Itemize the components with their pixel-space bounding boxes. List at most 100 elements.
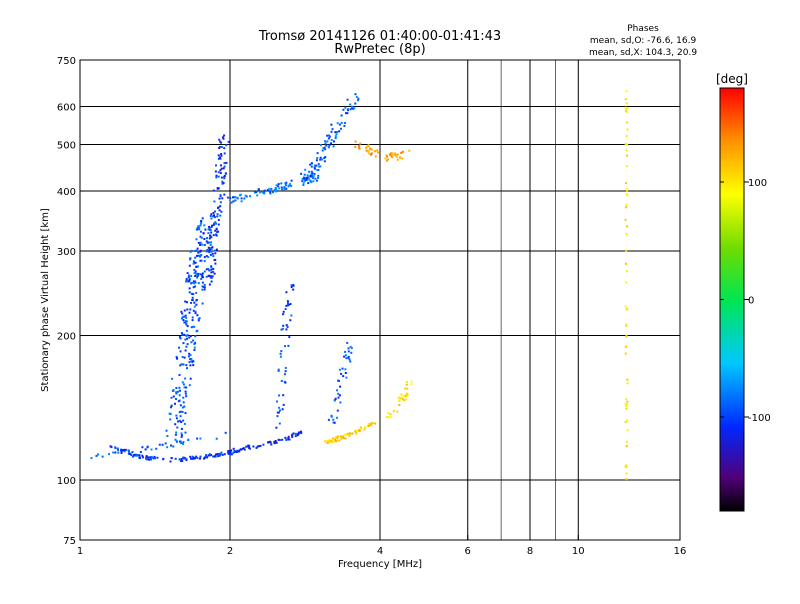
data-point bbox=[199, 437, 202, 440]
data-point bbox=[203, 270, 206, 273]
trace bbox=[228, 430, 303, 454]
data-point bbox=[181, 460, 184, 463]
data-point bbox=[215, 228, 218, 231]
data-point bbox=[142, 456, 144, 459]
data-point bbox=[625, 90, 628, 93]
data-point bbox=[400, 151, 403, 154]
data-point bbox=[201, 281, 204, 284]
data-point bbox=[185, 334, 188, 337]
data-point bbox=[285, 187, 288, 190]
data-point bbox=[192, 280, 195, 283]
data-point bbox=[350, 351, 353, 354]
data-point bbox=[166, 435, 169, 437]
data-point bbox=[188, 287, 191, 290]
data-point bbox=[184, 338, 187, 341]
data-point bbox=[400, 396, 403, 399]
data-point bbox=[101, 455, 104, 458]
data-point bbox=[192, 286, 195, 289]
data-point bbox=[117, 451, 120, 454]
data-point bbox=[408, 149, 411, 152]
data-point bbox=[217, 223, 220, 226]
data-point bbox=[279, 355, 282, 358]
data-point bbox=[200, 236, 203, 239]
data-point bbox=[218, 145, 221, 148]
data-point bbox=[268, 187, 271, 190]
data-point bbox=[200, 259, 203, 262]
data-point bbox=[199, 457, 201, 460]
data-point bbox=[187, 355, 190, 358]
trace bbox=[624, 90, 629, 481]
data-point bbox=[211, 246, 214, 249]
data-point bbox=[185, 364, 188, 367]
x-tick-label: 2 bbox=[227, 546, 233, 557]
data-point bbox=[144, 448, 147, 451]
data-point bbox=[190, 341, 193, 344]
data-point bbox=[209, 234, 212, 237]
data-point bbox=[233, 450, 236, 453]
data-point bbox=[225, 144, 228, 147]
data-point bbox=[330, 440, 333, 443]
data-point bbox=[347, 356, 350, 359]
trace bbox=[324, 422, 377, 444]
data-point bbox=[200, 277, 203, 280]
data-point bbox=[334, 397, 337, 400]
data-point bbox=[317, 174, 320, 177]
data-point bbox=[180, 317, 183, 320]
data-point bbox=[327, 418, 330, 421]
data-point bbox=[255, 446, 258, 449]
data-point bbox=[294, 435, 297, 438]
data-point bbox=[315, 179, 318, 182]
data-point bbox=[282, 324, 285, 327]
data-point bbox=[202, 286, 205, 288]
data-point bbox=[178, 440, 181, 443]
data-point bbox=[263, 191, 266, 193]
data-point bbox=[172, 445, 175, 448]
data-point bbox=[180, 436, 183, 438]
data-point bbox=[336, 122, 339, 125]
data-point bbox=[344, 372, 347, 374]
data-point bbox=[219, 205, 222, 208]
data-point bbox=[209, 244, 212, 246]
data-point bbox=[357, 97, 360, 100]
data-point bbox=[276, 411, 279, 414]
data-point bbox=[214, 252, 217, 255]
data-point bbox=[223, 147, 226, 150]
data-point bbox=[351, 432, 354, 435]
data-point bbox=[223, 177, 226, 180]
data-point bbox=[263, 192, 266, 195]
data-point bbox=[179, 350, 182, 353]
data-point bbox=[252, 445, 255, 448]
data-point bbox=[345, 357, 348, 360]
data-point bbox=[370, 152, 373, 155]
data-point bbox=[220, 153, 223, 155]
data-point bbox=[340, 127, 342, 130]
data-point bbox=[194, 335, 197, 338]
data-point bbox=[284, 381, 287, 384]
data-point bbox=[262, 191, 265, 194]
data-point bbox=[194, 312, 197, 315]
data-point bbox=[221, 180, 224, 183]
data-point bbox=[182, 456, 185, 459]
data-point bbox=[210, 225, 213, 228]
data-point bbox=[213, 272, 216, 275]
data-point bbox=[232, 200, 235, 203]
data-point bbox=[359, 142, 362, 145]
data-point bbox=[219, 453, 222, 455]
x-tick-label: 8 bbox=[527, 546, 533, 557]
data-point bbox=[351, 106, 353, 109]
data-point bbox=[324, 140, 327, 143]
data-point bbox=[181, 410, 184, 413]
data-point bbox=[213, 214, 215, 217]
trace bbox=[327, 341, 353, 424]
data-point bbox=[328, 145, 330, 148]
data-point bbox=[344, 350, 347, 353]
data-point bbox=[217, 206, 219, 209]
data-point bbox=[266, 189, 269, 191]
data-point bbox=[215, 176, 218, 179]
data-point bbox=[624, 421, 627, 424]
data-point bbox=[216, 453, 219, 455]
data-point bbox=[114, 451, 117, 454]
data-point bbox=[321, 149, 324, 152]
data-point bbox=[406, 393, 409, 396]
data-point bbox=[201, 217, 204, 220]
